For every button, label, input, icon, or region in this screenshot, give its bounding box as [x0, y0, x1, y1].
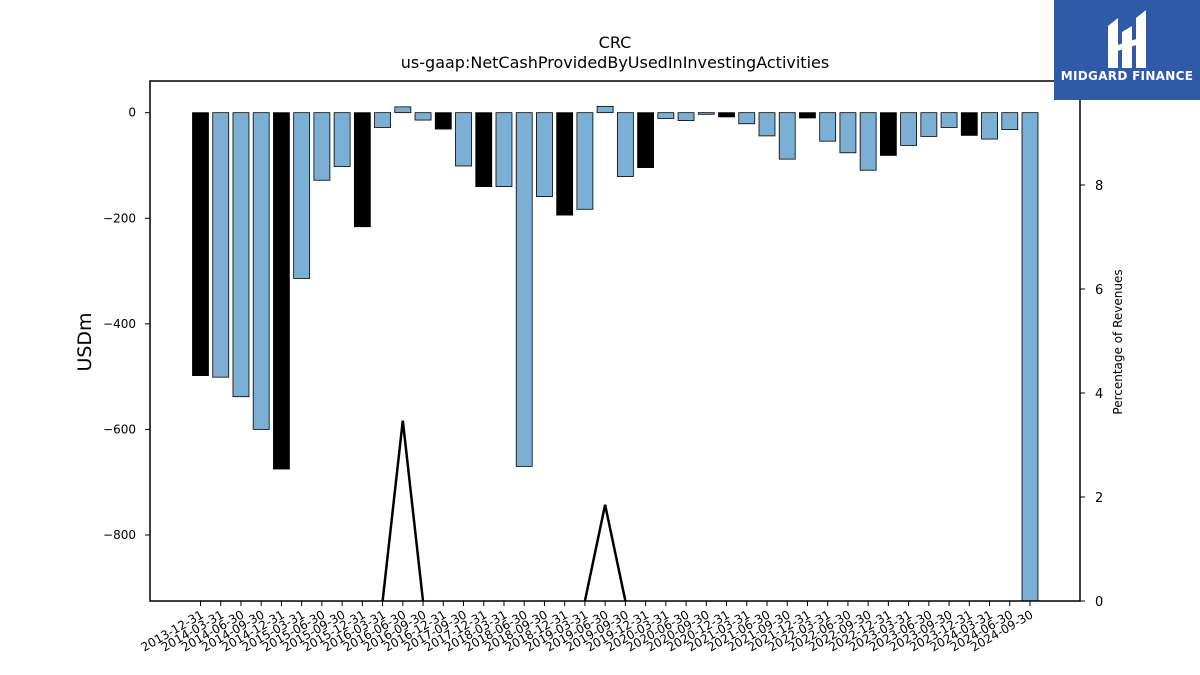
bar-2023-03-31	[900, 112, 918, 146]
bar-2018-03-31	[495, 112, 513, 187]
bar-2014-09-30	[252, 112, 270, 430]
bar-2024-06-30	[1001, 112, 1019, 130]
y2-axis-label: Percentage of Revenues	[1111, 269, 1125, 414]
y-tick-label: −800	[103, 528, 136, 542]
y-tick-label: 0	[128, 106, 136, 120]
bar-2020-12-31	[718, 112, 735, 118]
bar-2021-12-31	[799, 112, 816, 119]
y2-axis-ticks: 0 2 4 6 8	[1080, 179, 1103, 610]
bar-2022-12-31	[879, 112, 897, 156]
bar-2014-12-31	[273, 112, 290, 470]
bar-2014-06-30	[232, 112, 250, 398]
bar-2021-06-30	[758, 112, 776, 137]
bar-2015-06-30	[313, 112, 331, 181]
bar-2022-03-31	[819, 112, 837, 142]
bar-2019-03-31	[576, 112, 594, 210]
bar-2019-12-31	[637, 112, 654, 168]
bar-2018-06-30	[515, 112, 533, 467]
bar-2021-03-31	[738, 112, 756, 125]
y-tick-label: −600	[103, 422, 136, 436]
y-tick-label: −200	[103, 211, 136, 225]
bar-2023-09-30	[940, 112, 958, 128]
midgard-logo-icon	[1108, 10, 1146, 68]
bar-2022-06-30	[839, 112, 857, 154]
chart-subtitle: us-gaap:NetCashProvidedByUsedInInvesting…	[401, 53, 829, 72]
bar-2020-03-31	[657, 112, 675, 119]
bar-2015-12-31	[353, 112, 371, 228]
bar-2016-03-31	[374, 112, 391, 128]
bar-2024-03-31	[981, 112, 998, 140]
y2-tick-label: 0	[1095, 595, 1103, 610]
y2-tick-label: 6	[1095, 283, 1103, 298]
y-axis-label: USDm	[74, 312, 96, 371]
bar-2019-06-30	[596, 105, 614, 114]
bar-2021-09-30	[778, 112, 796, 160]
bar-2014-03-31	[212, 112, 230, 378]
bar-2013-12-31	[192, 112, 209, 376]
chart-title: CRC	[599, 33, 632, 52]
plot-frame	[149, 80, 1081, 602]
pct-line-group	[381, 420, 627, 602]
y-tick-label: −400	[103, 317, 136, 331]
bar-2023-06-30	[920, 112, 938, 137]
bar-2018-12-31	[556, 112, 574, 216]
bar-2017-09-30	[455, 112, 472, 167]
bar-2016-06-30	[394, 106, 412, 114]
y2-tick-label: 4	[1095, 387, 1103, 402]
y-axis-ticks: 0 −200 −400 −600 −800	[103, 106, 150, 542]
bar-2016-12-31	[434, 112, 452, 130]
bar-2024-09-30	[1021, 112, 1039, 602]
bar-2015-09-30	[333, 112, 351, 167]
bar-2017-12-31	[475, 112, 493, 187]
bar-2020-06-30	[677, 112, 695, 121]
brand-logo: MIDGARD FINANCE	[1054, 0, 1200, 100]
bar-2020-09-30	[697, 112, 715, 115]
bar-2015-03-31	[293, 112, 311, 279]
bar-2016-09-30	[414, 112, 432, 121]
bar-2019-09-30	[616, 112, 634, 177]
pct-revenue-line	[381, 420, 425, 602]
bar-2018-09-30	[536, 112, 553, 198]
bar-2023-12-31	[960, 112, 978, 136]
bars-group	[192, 105, 1039, 602]
x-axis-ticks: 2013-12-312014-03-312014-06-302014-09-30…	[139, 601, 1036, 654]
y2-tick-label: 2	[1095, 491, 1103, 506]
pct-revenue-line	[583, 504, 627, 602]
logo-text: MIDGARD FINANCE	[1060, 69, 1194, 83]
y2-tick-label: 8	[1095, 179, 1103, 194]
bar-2022-09-30	[859, 112, 877, 171]
